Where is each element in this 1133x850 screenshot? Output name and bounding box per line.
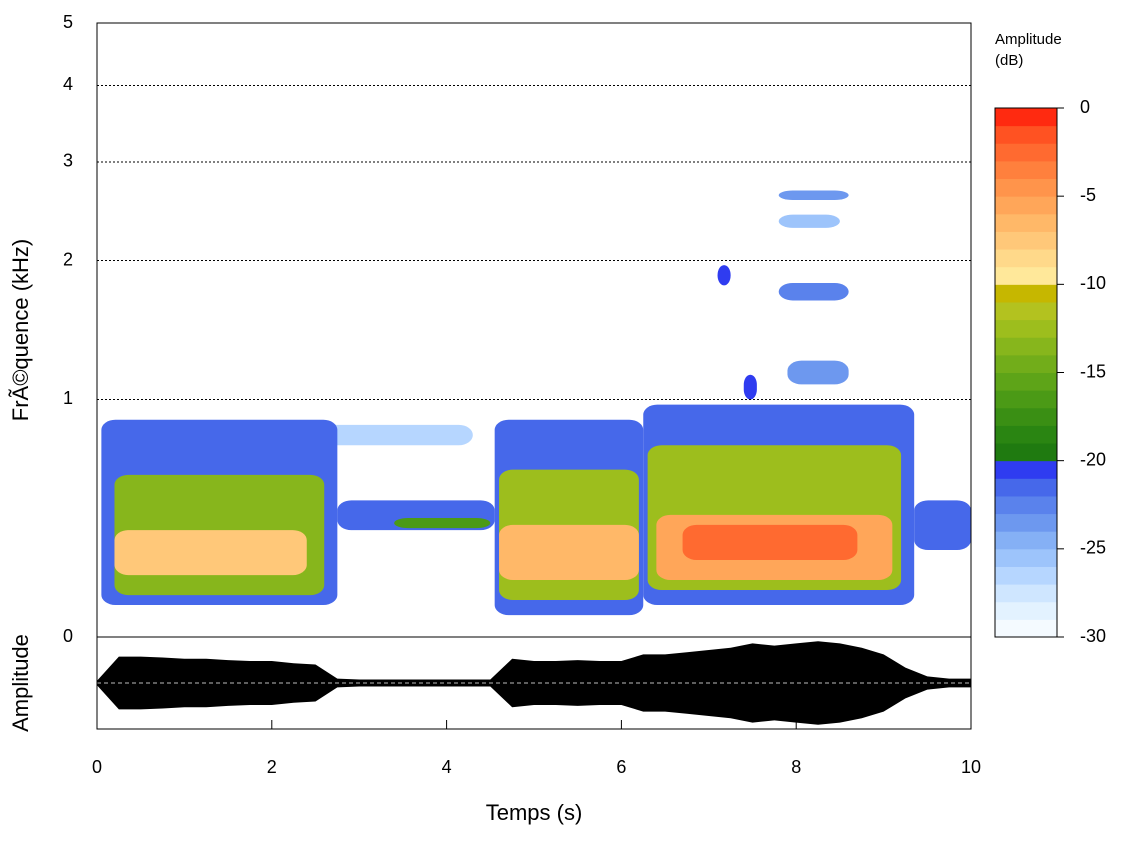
y-tick-label: 0 [63, 626, 73, 646]
x-tick-label: 8 [791, 757, 801, 777]
x-tick-label: 2 [267, 757, 277, 777]
colorbar-band [995, 513, 1057, 532]
colorbar-band [995, 125, 1057, 144]
spectral-component [914, 500, 971, 551]
colorbar-band [995, 566, 1057, 585]
y-tick-label: 4 [63, 74, 73, 94]
colorbar-band [995, 284, 1057, 303]
colorbar-band [995, 143, 1057, 162]
colorbar-band [995, 108, 1057, 127]
colorbar-tick-label: -15 [1080, 361, 1106, 381]
spectral-component [682, 524, 858, 560]
colorbar-band [995, 548, 1057, 567]
spectral-component [499, 524, 639, 580]
colorbar-tick-label: 0 [1080, 97, 1090, 117]
colorbar-band [995, 460, 1057, 479]
y-tick-label: 2 [63, 249, 73, 269]
y-tick-label: 1 [63, 388, 73, 408]
colorbar-band [995, 301, 1057, 321]
colorbar-band [995, 354, 1057, 373]
colorbar-band [995, 178, 1057, 197]
spectral-component [778, 214, 840, 228]
osc-axis-label: Amplitude [8, 634, 33, 732]
colorbar-band [995, 266, 1057, 285]
colorbar-band [995, 478, 1057, 497]
colorbar-tick-label: -20 [1080, 449, 1106, 469]
spectral-component [743, 374, 757, 400]
colorbar-tick-label: -30 [1080, 626, 1106, 646]
x-tick-label: 4 [442, 757, 452, 777]
spectral-component [394, 518, 491, 529]
spectral-component [778, 282, 849, 301]
colorbar-band [995, 213, 1057, 232]
colorbar-band [995, 619, 1057, 638]
spectral-component [778, 190, 849, 200]
colorbar-tick-label: -5 [1080, 185, 1096, 205]
y-axis-label: FrÃ©quence (kHz) [8, 239, 33, 421]
colorbar-band [995, 160, 1057, 180]
colorbar-band [995, 372, 1057, 391]
colorbar-tick-label: -25 [1080, 538, 1106, 558]
x-tick-label: 0 [92, 757, 102, 777]
spectral-component [114, 530, 307, 576]
colorbar-band [995, 390, 1057, 409]
colorbar-band [995, 584, 1057, 603]
colorbar-title: (dB) [995, 52, 1023, 69]
colorbar-band [995, 443, 1057, 462]
colorbar-band [995, 196, 1057, 215]
spectral-component [717, 265, 731, 286]
colorbar-tick-label: -10 [1080, 273, 1106, 293]
colorbar-band [995, 249, 1057, 268]
colorbar-band [995, 531, 1057, 550]
colorbar-band [995, 337, 1057, 356]
x-axis-label: Temps (s) [486, 800, 583, 825]
y-tick-label: 3 [63, 151, 73, 171]
colorbar-band [995, 231, 1057, 250]
colorbar-band [995, 319, 1057, 338]
x-tick-label: 6 [616, 757, 626, 777]
spectrogram [101, 190, 971, 616]
colorbar-band [995, 425, 1057, 444]
colorbar-band [995, 407, 1057, 426]
x-tick-label: 10 [961, 757, 981, 777]
y-tick-label: 5 [63, 12, 73, 32]
colorbar-band [995, 601, 1057, 620]
spectral-component [787, 360, 849, 385]
colorbar-title: Amplitude [995, 31, 1062, 48]
colorbar-band [995, 495, 1057, 515]
oscillogram-frame [96, 636, 972, 730]
